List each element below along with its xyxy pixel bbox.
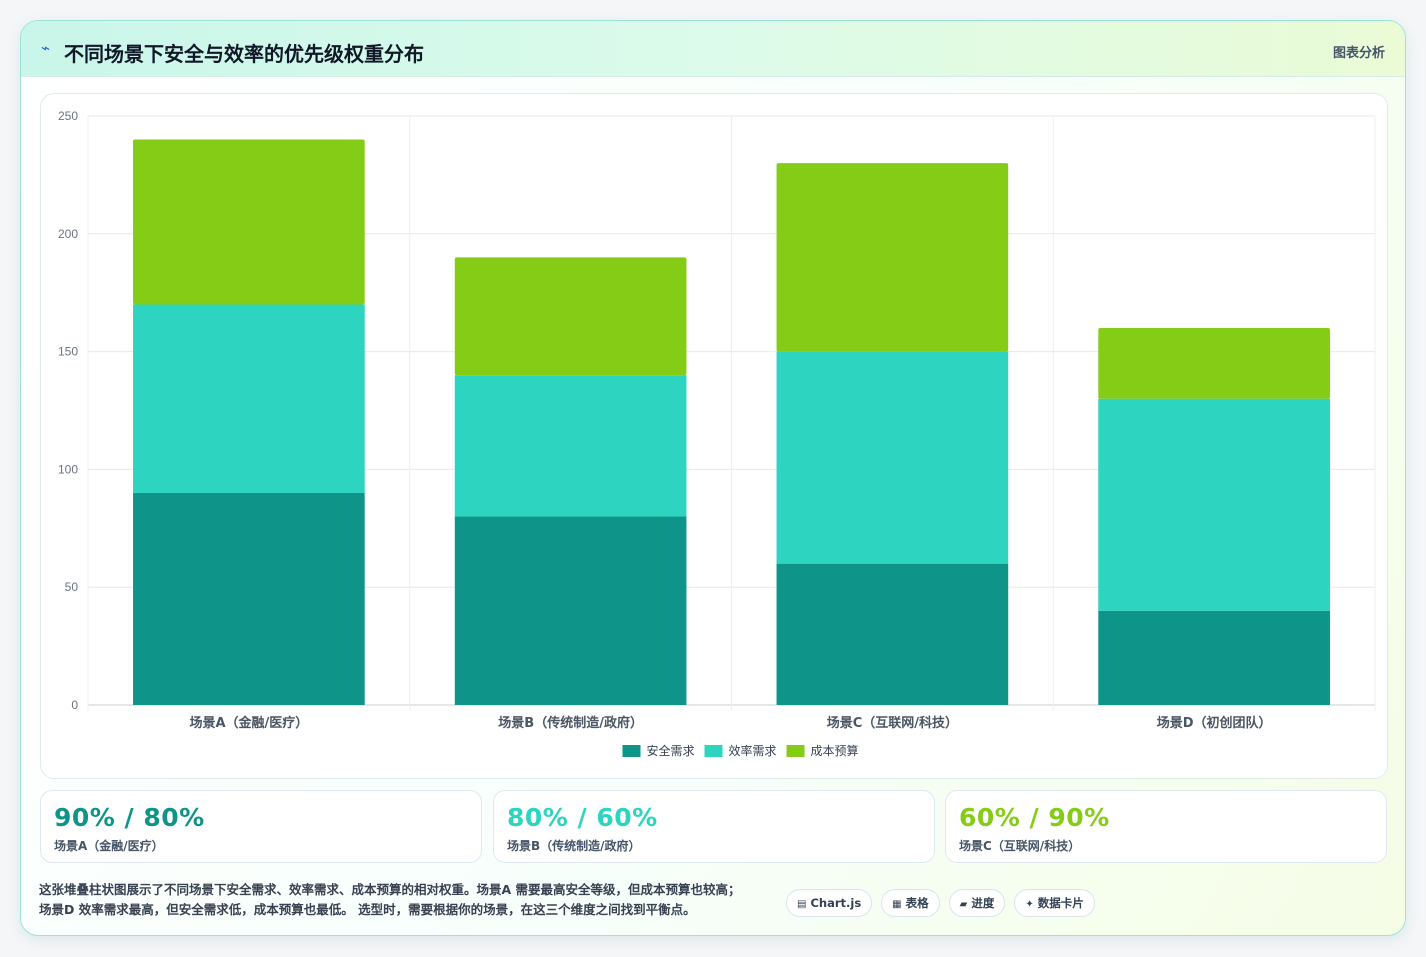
bar-segment	[454, 516, 687, 705]
chip-label: Chart.js	[810, 896, 862, 910]
y-tick-label: 200	[58, 227, 78, 241]
chip-progress[interactable]: ▰ 进度	[948, 889, 1006, 917]
tech-chips: ▤ Chart.js ▦ 表格 ▰ 进度 ✦ 数据卡片	[786, 889, 1095, 917]
y-tick-label: 100	[58, 462, 78, 476]
bar-segment	[776, 163, 1009, 352]
stacked-bar-chart: 0 50 100 150 200 250 场景A（金融/医疗） 场景B（传统制造/政府） 场景C…	[58, 109, 1376, 758]
stat-card-a: 90% / 80% 场景A（金融/医疗）	[40, 790, 482, 863]
chip-table[interactable]: ▦ 表格	[881, 889, 940, 917]
legend-swatch	[704, 745, 723, 757]
legend-swatch	[622, 745, 641, 757]
stat-label: 场景A（金融/医疗）	[54, 839, 164, 853]
y-tick-label: 50	[65, 580, 79, 594]
bar-segment	[1098, 610, 1330, 705]
bar-segment	[1098, 398, 1330, 611]
bar-segment	[133, 304, 365, 493]
x-tick-label: 场景C（互联网/科技）	[827, 715, 958, 731]
chart-analysis-tag: 图表分析	[1332, 45, 1385, 60]
stat-card-b: 80% / 60% 场景B（传统制造/政府）	[493, 790, 935, 863]
table-icon: ▦	[892, 899, 902, 910]
chart-panel: 0 50 100 150 200 250 场景A（金融/医疗） 场景B（传统制造/政府） 场景C…	[40, 93, 1388, 779]
card-header: ⌁ 不同场景下安全与效率的优先级权重分布 图表分析	[21, 21, 1405, 77]
chart-description: 这张堆叠柱状图展示了不同场景下安全需求、效率需求、成本预算的相对权重。场景A 需…	[39, 880, 769, 920]
page-title: 不同场景下安全与效率的优先级权重分布	[64, 44, 424, 66]
stat-value: 60% / 90%	[959, 803, 1110, 832]
legend-item: 安全需求	[622, 743, 695, 758]
progress-icon: ▰	[959, 899, 968, 910]
bar-segment	[1098, 328, 1330, 399]
legend-label: 安全需求	[647, 743, 695, 758]
stat-label: 场景C（互联网/科技）	[959, 839, 1081, 853]
stat-value: 90% / 80%	[54, 803, 205, 832]
chart-icon: ▤	[797, 899, 807, 910]
chart-card: ⌁ 不同场景下安全与效率的优先级权重分布 图表分析 0 50 100 150 200 25…	[20, 20, 1406, 936]
y-tick-label: 150	[58, 345, 78, 359]
bar-segment	[776, 351, 1009, 564]
bar-segment	[133, 139, 365, 305]
bar-segment	[776, 563, 1009, 705]
chart-logo-icon: ⌁	[41, 39, 51, 57]
legend-item: 成本预算	[786, 743, 859, 758]
description-line: 这张堆叠柱状图展示了不同场景下安全需求、效率需求、成本预算的相对权重。场景A 需…	[39, 882, 741, 897]
legend-label: 成本预算	[811, 743, 859, 758]
legend-label: 效率需求	[729, 743, 777, 758]
chip-label: 进度	[971, 896, 995, 910]
x-tick-label: 场景D（初创团队）	[1157, 715, 1272, 731]
bar-segment	[133, 492, 365, 705]
x-tick-label: 场景B（传统制造/政府）	[498, 715, 643, 731]
stat-card-c: 60% / 90% 场景C（互联网/科技）	[945, 790, 1387, 863]
legend-swatch	[786, 745, 805, 757]
stat-value: 80% / 60%	[507, 803, 658, 832]
x-tick-label: 场景A（金融/医疗）	[189, 715, 308, 731]
y-tick-label: 0	[71, 698, 78, 712]
bar-segment	[454, 375, 687, 517]
chip-label: 表格	[905, 896, 929, 910]
legend-item: 效率需求	[704, 743, 777, 758]
chip-label: 数据卡片	[1037, 896, 1084, 910]
chip-data-card[interactable]: ✦ 数据卡片	[1014, 889, 1095, 917]
y-tick-label: 250	[58, 109, 78, 123]
bar-segment	[454, 257, 687, 376]
description-line: 场景D 效率需求最高，但安全需求低，成本预算也最低。 选型时，需要根据你的场景，…	[39, 902, 696, 917]
stat-label: 场景B（传统制造/政府）	[507, 839, 641, 853]
chip-chartjs[interactable]: ▤ Chart.js	[786, 889, 873, 917]
sparkle-icon: ✦	[1025, 899, 1034, 910]
